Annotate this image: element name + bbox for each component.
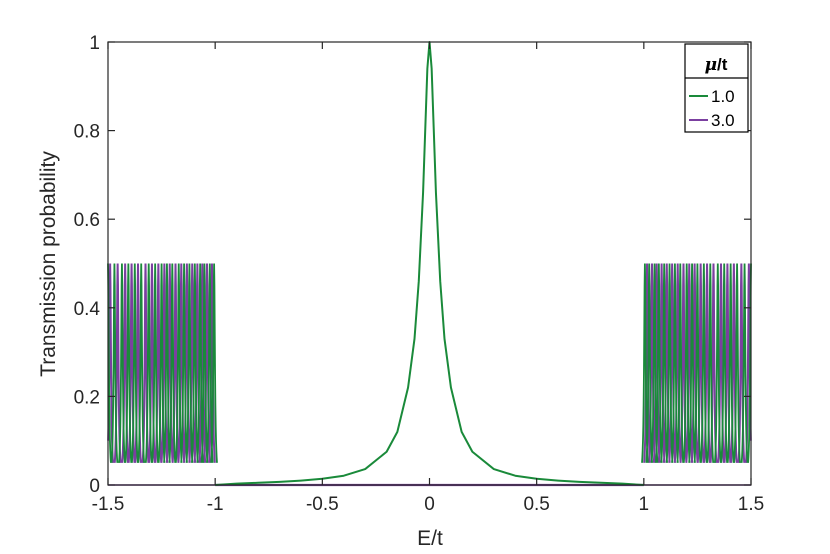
series-3-0-resonances — [107, 263, 752, 463]
legend-box — [684, 43, 749, 133]
y-tick-label: 0.2 — [74, 387, 100, 408]
y-tick-label: 0.6 — [74, 210, 100, 231]
x-tick-label: 1.5 — [738, 494, 764, 515]
x-tick-label: -1 — [207, 494, 224, 515]
legend-title: μ/t — [705, 55, 728, 75]
x-tick-label: -0.5 — [306, 494, 339, 515]
x-tick-label: 0.5 — [523, 494, 549, 515]
y-tick-label: 0 — [89, 476, 100, 497]
y-tick-label: 0.8 — [74, 122, 100, 143]
y-tick-label: 1 — [89, 33, 100, 54]
x-axis-label: E/t — [417, 527, 443, 550]
y-tick-label: 0.4 — [74, 299, 101, 320]
y-axis-label: Transmission probability — [37, 151, 60, 377]
legend-label-1-0: 1.0 — [711, 87, 735, 106]
legend-label-3-0: 3.0 — [711, 111, 735, 130]
x-tick-label: 0 — [424, 494, 435, 515]
x-axis-ticks: -1.5 -1 -0.5 0 0.5 1 1.5 — [92, 42, 764, 515]
x-tick-label: 1 — [639, 494, 650, 515]
y-axis-ticks: 0 0.2 0.4 0.6 0.8 1 — [74, 33, 751, 497]
x-tick-label: -1.5 — [92, 494, 125, 515]
series-1-0-resonances — [107, 263, 752, 463]
legend: μ/t 1.0 3.0 — [684, 43, 749, 133]
